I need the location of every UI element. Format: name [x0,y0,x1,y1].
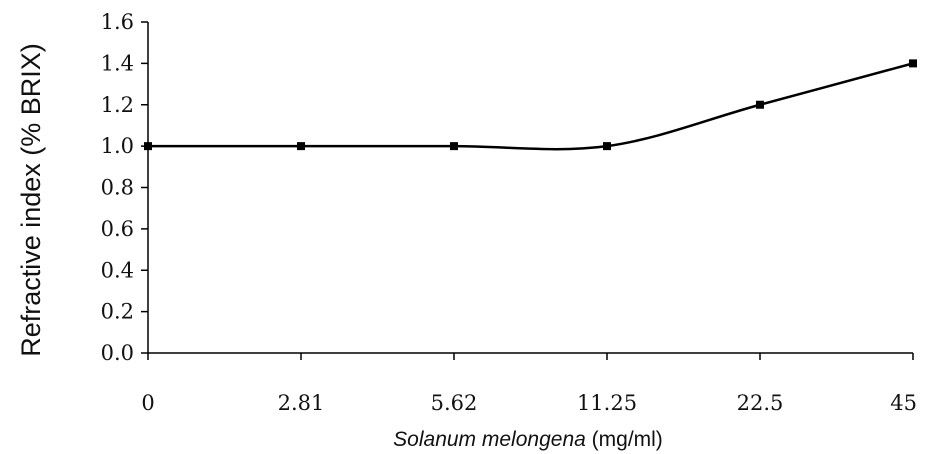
y-tick-label: 1.6 [101,10,134,34]
data-point-marker [909,59,917,68]
x-axis-ticks: 0 2.81 5.62 11.25 22.5 45 [141,353,917,415]
data-point-marker [450,142,458,151]
y-tick-label: 0.2 [101,300,134,324]
y-axis-label: Refractive index (% BRIX) [16,43,46,357]
data-markers [144,59,917,151]
series-line [147,62,914,151]
y-tick-label: 1.0 [101,134,134,158]
data-point-marker [144,142,152,151]
x-axis-label-unit: (mg/ml) [586,428,663,451]
data-point-marker [603,142,611,151]
x-tick-label: 5.62 [431,391,478,415]
data-point-marker [297,142,305,151]
y-tick-label: 0.4 [101,258,134,282]
y-axis-ticks: 0.0 0.2 0.4 0.6 0.8 1.0 1.2 1.4 1.6 [101,10,148,365]
x-tick-label: 22.5 [737,391,784,415]
y-tick-label: 0.8 [101,176,134,200]
x-axis-label: Solanum melongena (mg/ml) [393,428,663,451]
data-point-marker [756,100,764,109]
x-axis-label-species: Solanum melongena [393,428,586,451]
y-tick-label: 0.0 [101,341,134,365]
y-tick-label: 1.4 [101,51,134,75]
x-tick-label: 2.81 [278,391,325,415]
x-tick-label: 45 [890,391,917,415]
x-tick-label: 0 [141,391,154,415]
y-tick-label: 0.6 [101,217,134,241]
x-tick-label: 11.25 [577,391,637,415]
y-tick-label: 1.2 [101,93,134,117]
